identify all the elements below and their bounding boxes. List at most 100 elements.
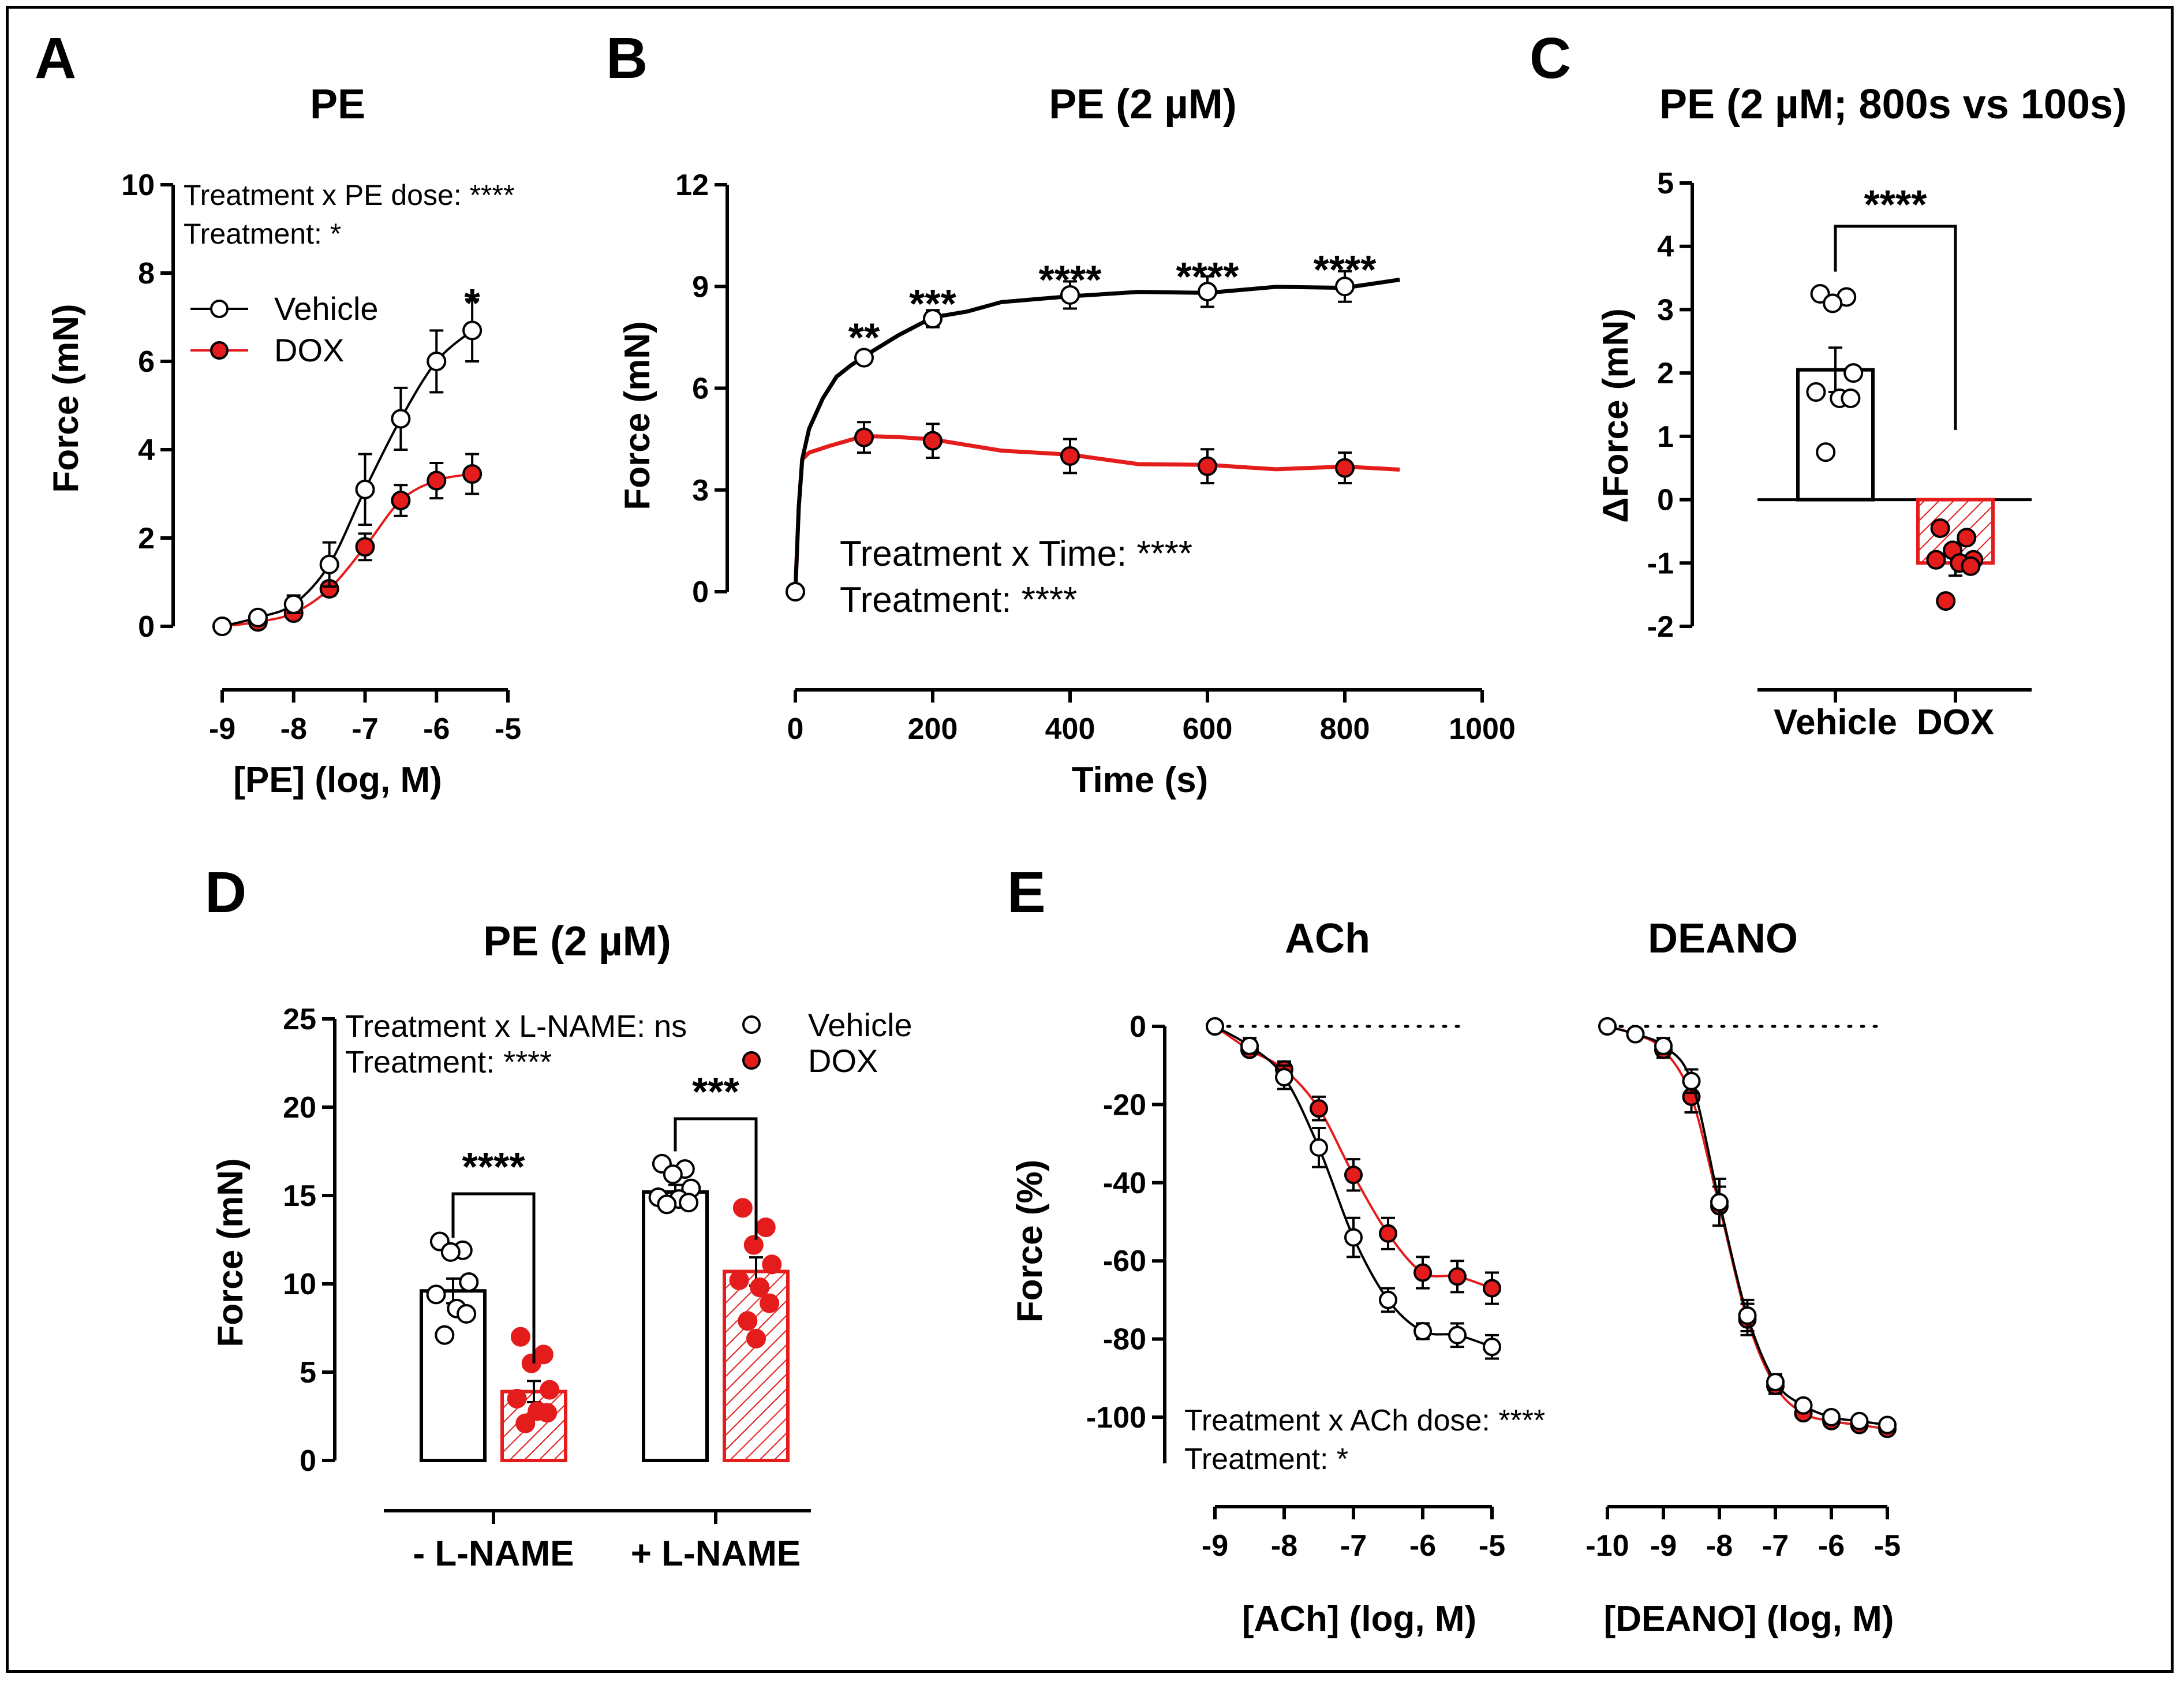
panel-d-vehicle-point bbox=[440, 1242, 461, 1262]
panel-a-y-tick-label: 0 bbox=[138, 610, 155, 644]
panel-e1-dox-point bbox=[1448, 1267, 1467, 1286]
panel-a-dox-point bbox=[391, 490, 411, 510]
panel-e1-vehicle-point bbox=[1413, 1322, 1432, 1341]
panel-e2-title: DEANO bbox=[1648, 916, 1798, 962]
legend-vehicle-marker bbox=[210, 300, 229, 318]
panel-d-significance: *** bbox=[692, 1069, 739, 1114]
panel-b: B PE (2 µM) Time (s) Force (mN) Treatmen… bbox=[606, 26, 1516, 800]
panel-b-annotation-1: Treatment x Time: **** bbox=[840, 534, 1192, 574]
panel-b-y-tick-label: 12 bbox=[675, 169, 709, 202]
panel-a-x-tick-label: -5 bbox=[495, 712, 521, 746]
panel-a-vehicle-point bbox=[283, 594, 304, 614]
panel-e1-vehicle-point bbox=[1310, 1138, 1328, 1157]
panel-a-dox-point bbox=[427, 470, 447, 491]
panel-a-vehicle-point bbox=[248, 607, 268, 627]
panel-b-vehicle-point bbox=[854, 348, 874, 368]
panel-e2-vehicle-point bbox=[1738, 1306, 1757, 1325]
panel-c-dox-point bbox=[1930, 518, 1950, 538]
panel-d-y-tick-label: 15 bbox=[283, 1179, 316, 1213]
panel-e1-dox-point bbox=[1310, 1099, 1328, 1118]
panel-a-annotation-2: Treatment: * bbox=[184, 218, 341, 250]
panel-d-x-tick-label: - L-NAME bbox=[413, 1534, 574, 1574]
panel-a-dox-point bbox=[355, 537, 375, 557]
panel-e1-vehicle-point bbox=[1483, 1338, 1501, 1357]
panel-b-y-tick-label: 3 bbox=[692, 474, 709, 507]
panel-e2-vehicle-point bbox=[1766, 1373, 1785, 1392]
panel-d-y-tick-label: 10 bbox=[283, 1268, 316, 1301]
panel-a-significance: * bbox=[465, 281, 481, 326]
panel-a: A PE [PE] (log, M) Force (mN) Treatment … bbox=[35, 26, 521, 800]
panel-c-x-tick-label: DOX bbox=[1917, 703, 1994, 742]
panel-e-y-tick-label: -60 bbox=[1103, 1245, 1146, 1278]
panel-d-significance-bracket bbox=[674, 1117, 758, 1240]
panel-b-y-tick-label: 9 bbox=[692, 270, 709, 304]
panel-b-vehicle-point bbox=[1198, 282, 1217, 302]
panel-e2-x-tick-label: -10 bbox=[1585, 1529, 1629, 1563]
panel-e2-vehicle-point bbox=[1654, 1036, 1673, 1055]
panel-d-significance: **** bbox=[462, 1144, 526, 1189]
panel-b-xlabel: Time (s) bbox=[1072, 760, 1209, 800]
panel-letter-b: B bbox=[606, 26, 648, 91]
panel-e-y-tick-label: -40 bbox=[1103, 1167, 1146, 1200]
panel-d-vehicle-point bbox=[657, 1194, 677, 1215]
panel-d-dox-point bbox=[732, 1198, 753, 1218]
panel-a-vehicle-point bbox=[427, 352, 447, 371]
panel-a-x-tick-label: -6 bbox=[423, 712, 450, 746]
panel-d-dox-point bbox=[515, 1413, 536, 1433]
panel-e-annotation-1: Treatment x ACh dose: **** bbox=[1184, 1404, 1545, 1437]
panel-d-dox-point bbox=[760, 1293, 780, 1313]
panel-c-y-tick-label: 4 bbox=[1657, 230, 1674, 264]
panel-d-dox-point bbox=[510, 1327, 530, 1347]
legend-vehicle-label: Vehicle bbox=[808, 1007, 913, 1043]
panel-a-y-tick-label: 6 bbox=[138, 345, 155, 379]
legend-vehicle-label: Vehicle bbox=[274, 290, 379, 327]
panel-b-significance: ** bbox=[848, 315, 880, 360]
panel-e2-vehicle-point bbox=[1598, 1017, 1617, 1036]
panel-d-dox-point bbox=[537, 1403, 558, 1423]
panel-e-annotation-2: Treatment: * bbox=[1184, 1443, 1348, 1476]
panel-e1-vehicle-point bbox=[1240, 1036, 1259, 1055]
panel-b-vehicle-point bbox=[1060, 285, 1080, 305]
panel-d-y-tick-label: 0 bbox=[300, 1444, 316, 1478]
panel-e1-x-tick-label: -7 bbox=[1340, 1529, 1367, 1563]
panel-c-significance: **** bbox=[1864, 182, 1928, 227]
panel-c-x-tick-label: Vehicle bbox=[1774, 703, 1897, 742]
panel-a-x-tick-label: -8 bbox=[281, 712, 307, 746]
panel-d-vehicle-point bbox=[426, 1284, 446, 1305]
panel-c-vehicle-point bbox=[1843, 363, 1864, 383]
panel-e1-x-tick-label: -6 bbox=[1409, 1529, 1436, 1563]
panel-b-dox-point bbox=[854, 427, 874, 447]
panel-a-y-tick-label: 10 bbox=[121, 169, 155, 202]
panel-d-dox-point bbox=[540, 1380, 560, 1400]
panel-d-dox-point bbox=[507, 1388, 527, 1409]
panel-e1-dox-point bbox=[1413, 1263, 1432, 1282]
panel-e-y-tick-label: -20 bbox=[1103, 1088, 1146, 1122]
panel-b-y-tick-label: 6 bbox=[692, 372, 709, 406]
panel-letter-d: D bbox=[205, 860, 246, 925]
panel-e1-x-tick-label: -9 bbox=[1202, 1529, 1228, 1563]
panel-letter-c: C bbox=[1529, 26, 1571, 91]
panel-e2-xlabel: [DEANO] (log, M) bbox=[1604, 1599, 1894, 1639]
panel-e-ylabel: Force (%) bbox=[1010, 1160, 1050, 1323]
panel-c-dox-point bbox=[1961, 556, 1981, 576]
panel-b-dox-point bbox=[1335, 458, 1355, 478]
panel-a-y-tick-label: 2 bbox=[138, 522, 155, 555]
panel-b-vehicle-point bbox=[786, 582, 805, 602]
panel-e1-x-tick-label: -8 bbox=[1271, 1529, 1297, 1563]
panel-d-vehicle-point bbox=[457, 1304, 477, 1324]
panel-c-vehicle-point bbox=[1841, 389, 1861, 409]
panel-b-ylabel: Force (mN) bbox=[618, 321, 657, 510]
panel-d-vehicle-point bbox=[459, 1272, 479, 1292]
panel-d-vehicle-point bbox=[679, 1193, 699, 1213]
panel-a-vehicle-point bbox=[391, 409, 411, 429]
panel-b-vehicle-point bbox=[923, 309, 943, 329]
figure-frame bbox=[6, 6, 2174, 1673]
panel-d-y-tick-label: 5 bbox=[300, 1356, 316, 1389]
panel-d-dox-point bbox=[743, 1235, 764, 1255]
panel-e1-xlabel: [ACh] (log, M) bbox=[1242, 1599, 1476, 1639]
panel-c: C PE (2 µM; 800s vs 100s) ΔForce (mN) -2… bbox=[1529, 26, 2127, 742]
panel-a-dox-point bbox=[462, 464, 483, 484]
panel-letter-a: A bbox=[35, 26, 76, 91]
panel-e-y-tick-label: -100 bbox=[1086, 1401, 1146, 1435]
